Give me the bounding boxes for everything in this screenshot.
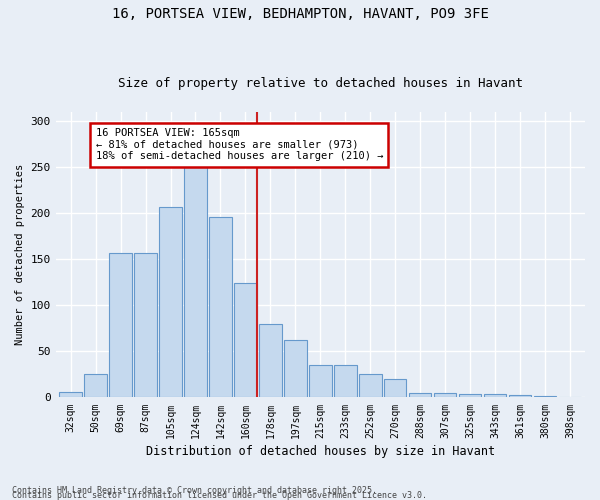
Bar <box>534 396 556 398</box>
Bar <box>459 394 481 398</box>
Bar <box>484 394 506 398</box>
Bar <box>309 365 332 398</box>
Bar <box>209 216 232 398</box>
Bar <box>334 365 356 398</box>
Text: Contains HM Land Registry data © Crown copyright and database right 2025.: Contains HM Land Registry data © Crown c… <box>12 486 377 495</box>
Bar <box>359 374 382 398</box>
Bar <box>134 252 157 398</box>
Y-axis label: Number of detached properties: Number of detached properties <box>15 164 25 345</box>
Bar <box>559 396 581 398</box>
Text: 16 PORTSEA VIEW: 165sqm
← 81% of detached houses are smaller (973)
18% of semi-d: 16 PORTSEA VIEW: 165sqm ← 81% of detache… <box>95 128 383 162</box>
Text: 16, PORTSEA VIEW, BEDHAMPTON, HAVANT, PO9 3FE: 16, PORTSEA VIEW, BEDHAMPTON, HAVANT, PO… <box>112 8 488 22</box>
Bar <box>384 379 406 398</box>
Bar <box>259 324 281 398</box>
Bar <box>85 374 107 398</box>
Bar <box>234 283 257 398</box>
Bar <box>109 252 132 398</box>
Title: Size of property relative to detached houses in Havant: Size of property relative to detached ho… <box>118 76 523 90</box>
Text: Contains public sector information licensed under the Open Government Licence v3: Contains public sector information licen… <box>12 490 427 500</box>
Bar <box>184 167 207 398</box>
X-axis label: Distribution of detached houses by size in Havant: Distribution of detached houses by size … <box>146 444 495 458</box>
Bar <box>284 340 307 398</box>
Bar <box>59 392 82 398</box>
Bar <box>434 393 457 398</box>
Bar <box>509 394 532 398</box>
Bar <box>159 206 182 398</box>
Bar <box>409 393 431 398</box>
